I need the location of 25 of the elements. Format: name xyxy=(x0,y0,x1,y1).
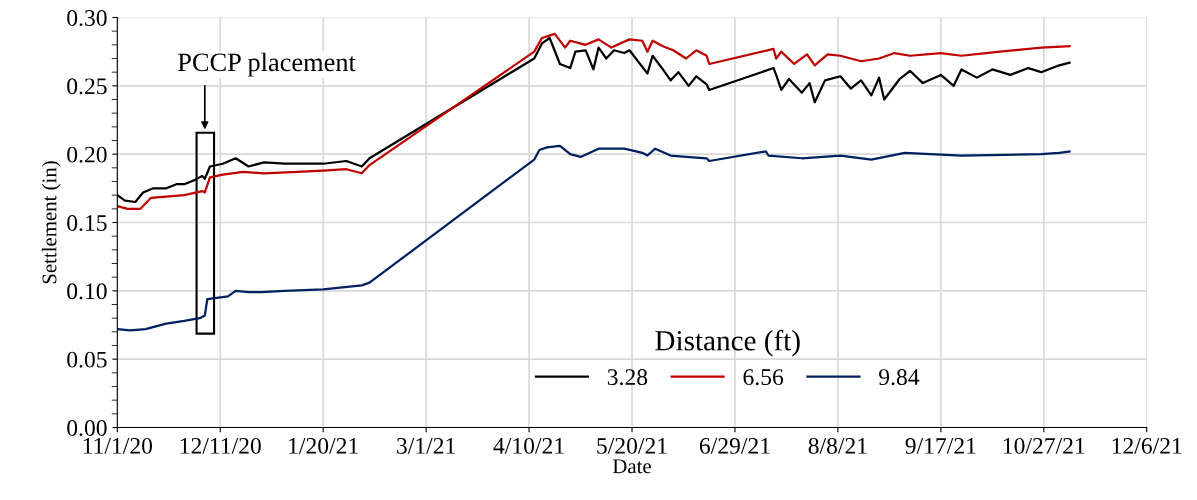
y-tick-label: 0.20 xyxy=(67,146,107,163)
y-tick-label: 0.10 xyxy=(67,283,107,300)
x-tick-label: 12/11/20 xyxy=(180,437,261,454)
x-tick-label: 4/10/21 xyxy=(493,437,564,454)
x-tick-label: 5/20/21 xyxy=(597,437,667,454)
y-tick-label: 0.15 xyxy=(67,214,107,232)
x-tick-label: 1/20/21 xyxy=(289,437,358,454)
x-tick-label: 12/6/21 xyxy=(1112,437,1182,454)
y-axis-title: Settlement (in) xyxy=(41,161,61,284)
y-tick-label: 0.05 xyxy=(67,351,107,368)
x-tick-label: 8/8/21 xyxy=(808,437,867,454)
legend-title: Distance (ft) xyxy=(655,329,800,357)
x-tick-label: 9/17/21 xyxy=(905,437,976,454)
y-tick-label: 0.25 xyxy=(67,78,107,95)
legend-label: 3.28 xyxy=(607,369,648,386)
x-tick-label: 3/1/21 xyxy=(397,437,455,454)
legend-label: 6.56 xyxy=(743,369,784,386)
x-tick-label: 6/29/21 xyxy=(699,437,770,454)
y-tick-label: 0.30 xyxy=(67,9,107,27)
legend-label: 9.84 xyxy=(879,369,920,386)
x-axis-title: Date xyxy=(612,459,651,474)
annotation: PCCP placement xyxy=(178,52,356,77)
x-tick-label: 11/1/20 xyxy=(83,437,153,454)
y-tick-label: 0.00 xyxy=(67,419,107,437)
x-tick-label: 10/27/21 xyxy=(1003,437,1085,454)
